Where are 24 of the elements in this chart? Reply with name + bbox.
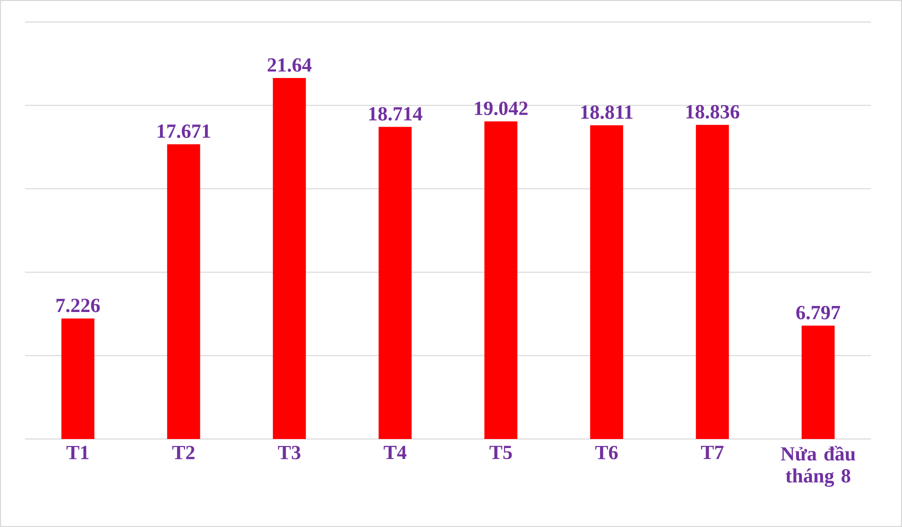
data-label: 7.226	[56, 298, 100, 312]
bar	[378, 126, 412, 439]
bar	[590, 125, 624, 439]
bar	[272, 78, 306, 439]
bar	[484, 121, 518, 439]
data-label: 18.836	[686, 105, 740, 119]
x-tick-label: T1	[66, 446, 89, 460]
data-label: 19.042	[474, 102, 528, 116]
bar	[61, 318, 94, 439]
x-tick-label: Nửa đầu tháng 8	[780, 446, 856, 487]
x-tick-label: T6	[595, 446, 618, 460]
x-tick-label: T4	[384, 446, 406, 460]
bar	[167, 144, 200, 439]
bar	[802, 326, 835, 439]
data-label: 17.671	[158, 124, 210, 138]
data-label: 18.811	[581, 105, 633, 120]
data-label: 6.797	[796, 306, 840, 320]
x-tick-label: T5	[490, 446, 512, 460]
bar	[696, 124, 729, 439]
x-tick-label: T7	[701, 446, 724, 459]
data-label: 21.64	[268, 58, 312, 72]
data-label: 18.714	[369, 107, 422, 121]
x-tick-label: T2	[172, 446, 194, 460]
x-tick-label: T3	[278, 446, 300, 460]
